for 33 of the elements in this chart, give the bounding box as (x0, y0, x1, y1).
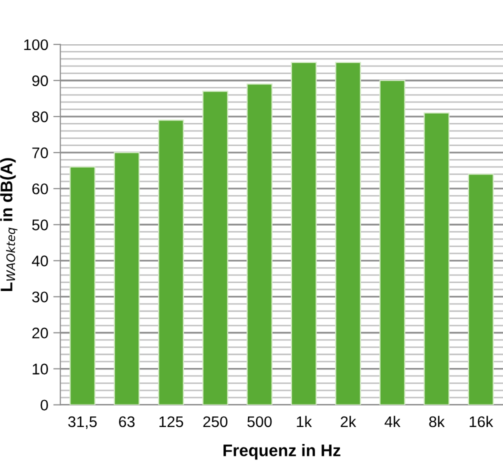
x-tick-label: 250 (203, 416, 228, 428)
x-tick-label: 500 (247, 416, 272, 428)
x-tick-label: 63 (119, 416, 135, 428)
y-tick-label: 80 (32, 111, 48, 122)
bar (114, 152, 140, 405)
bar (70, 166, 96, 405)
x-tick-label: 4k (384, 416, 400, 428)
y-tick-label: 20 (32, 328, 48, 338)
y-tick-label: 10 (32, 364, 48, 374)
y-tick-label: 70 (32, 147, 48, 158)
bar (335, 62, 362, 405)
bar (468, 174, 494, 405)
bar (379, 80, 406, 405)
y-tick-label: 40 (32, 256, 48, 266)
x-tick-label: 8k (429, 416, 445, 428)
bar (158, 120, 184, 405)
x-tick-label: 2k (340, 416, 356, 428)
bar (202, 90, 228, 405)
y-axis-title: L$_{WAOkteq}$ in dB(A) (0, 158, 18, 292)
bar (290, 62, 317, 405)
y-tick-label: 100 (24, 39, 48, 50)
x-tick-label: 1k (296, 416, 312, 428)
bar (424, 112, 450, 405)
x-tick-label: 31,5 (68, 416, 97, 429)
x-tick-label: 125 (159, 416, 184, 428)
y-tick-label: 0 (40, 400, 48, 411)
x-tick-label: 16k (470, 416, 494, 428)
y-tick-label: 60 (32, 183, 48, 194)
x-axis-title: Frequenz in Hz (224, 444, 340, 460)
y-tick-label: 90 (32, 75, 48, 86)
y-tick-label: 50 (32, 220, 48, 230)
bar (246, 84, 272, 405)
y-tick-label: 30 (32, 292, 48, 302)
